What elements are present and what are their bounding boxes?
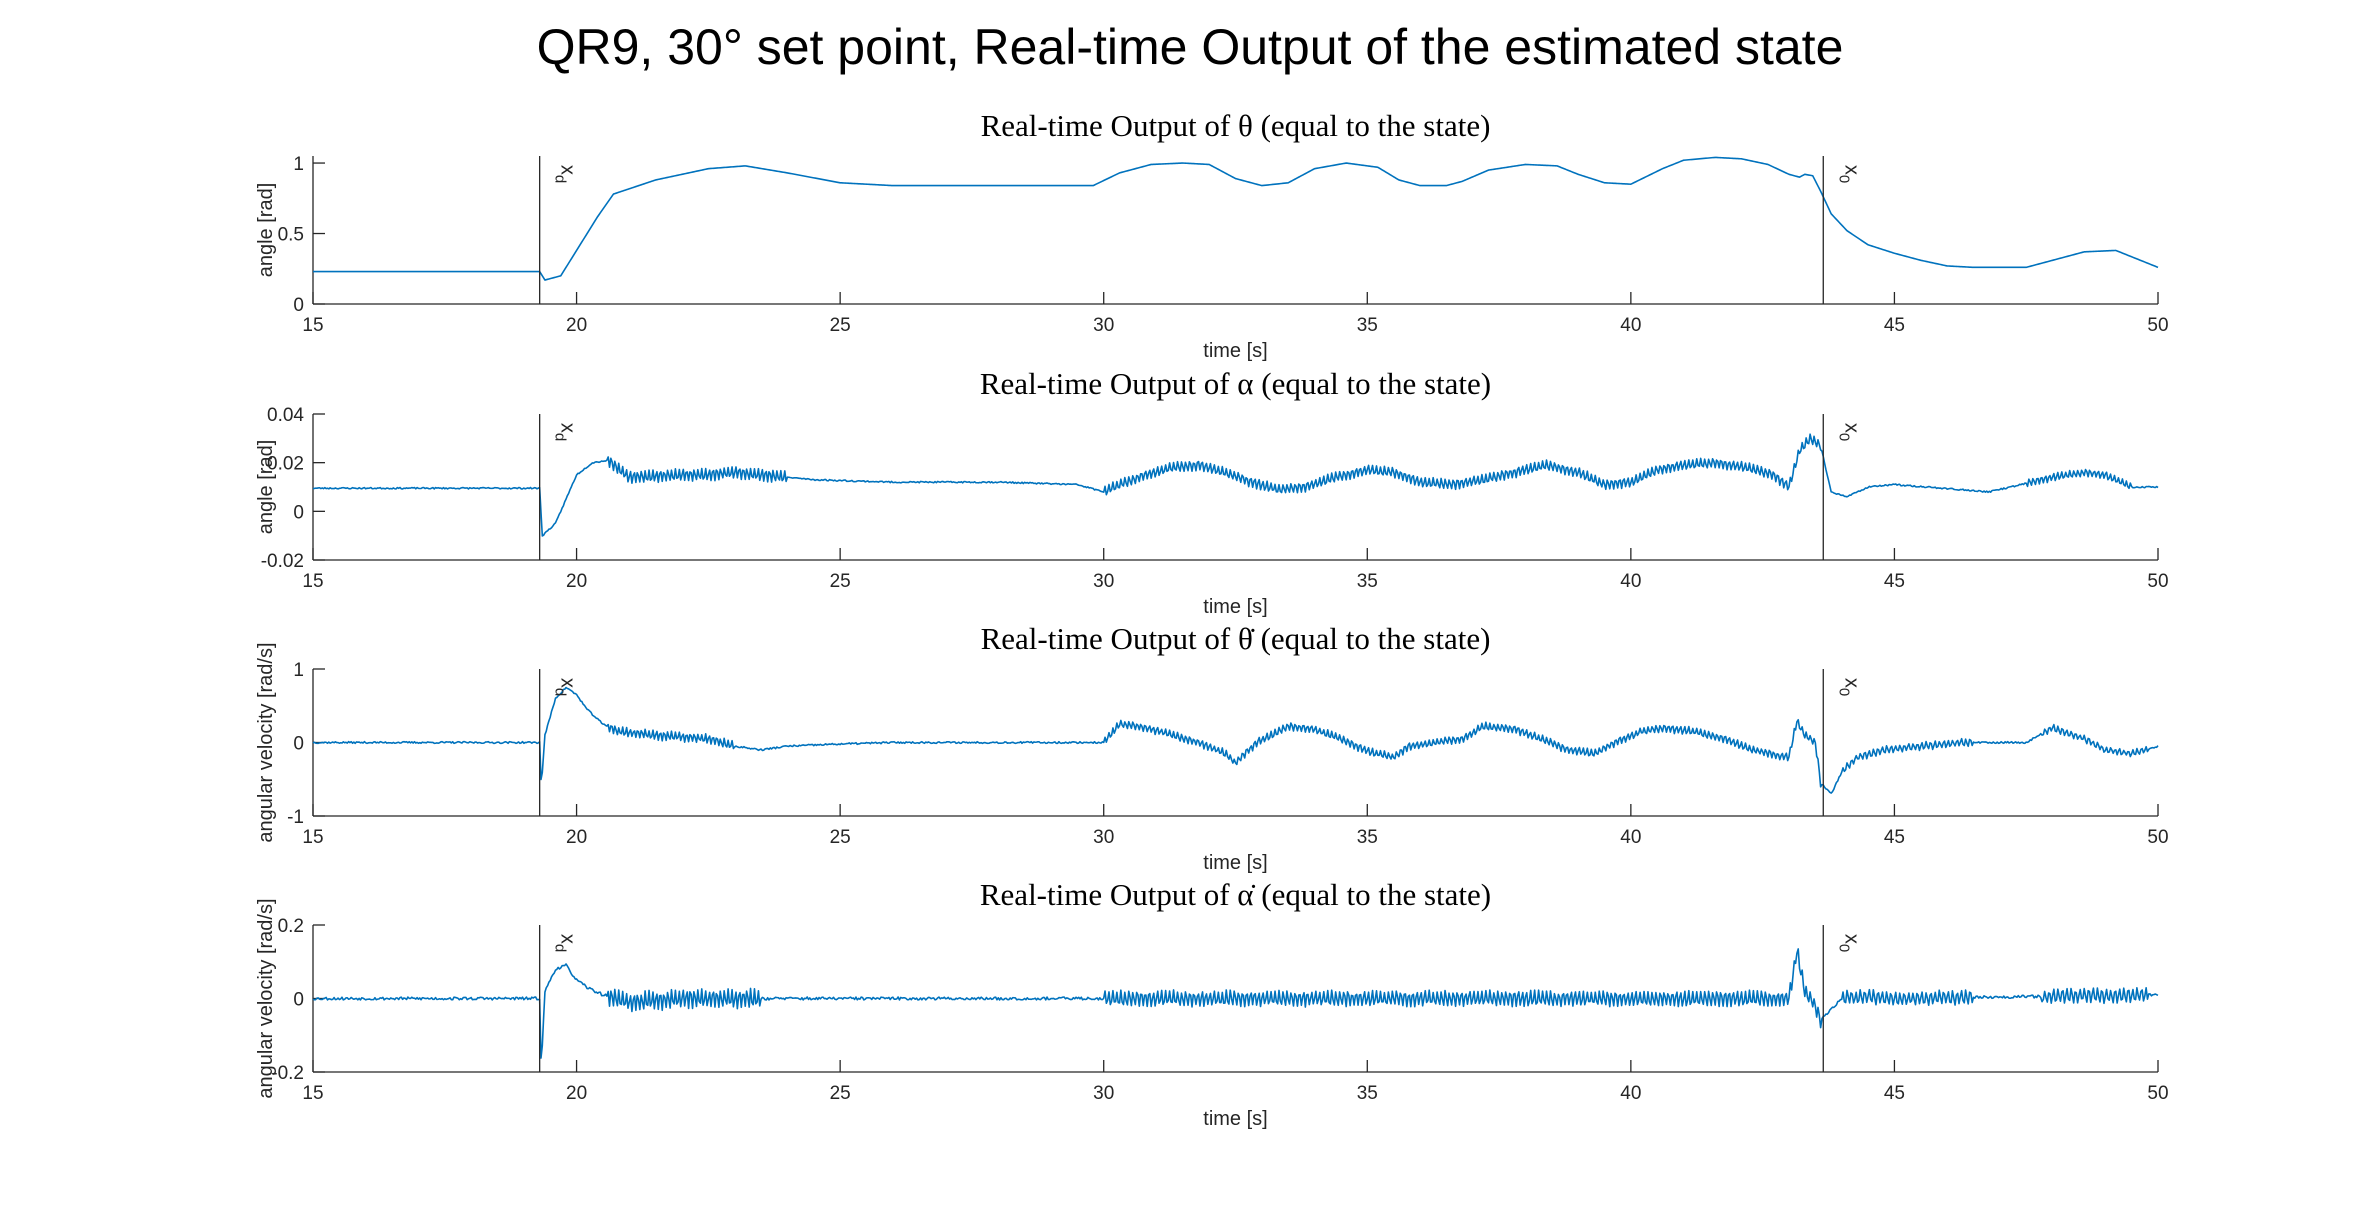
y-tick-label: 0.2 <box>278 916 304 937</box>
x-tick-label: 30 <box>1093 1083 1114 1104</box>
x-tick-label: 30 <box>1093 571 1114 592</box>
series-line <box>312 433 2159 537</box>
x-tick-label: 50 <box>2147 1083 2168 1104</box>
x-tick-label: 15 <box>302 827 323 848</box>
x-tick-label: 35 <box>1357 315 1378 336</box>
y-tick-label: -1 <box>287 807 304 828</box>
x-tick-label: 30 <box>1093 315 1114 336</box>
x-tick-label: 35 <box>1357 571 1378 592</box>
subplot-title: Real-time Output of θ̇ (equal to the sta… <box>981 621 1491 656</box>
x-tick-label: 30 <box>1093 827 1114 848</box>
x-tick-label: 45 <box>1884 1083 1905 1104</box>
x-tick-label: 40 <box>1620 571 1641 592</box>
y-tick-label: 1 <box>293 154 304 175</box>
y-tick-label: 0 <box>293 295 304 316</box>
x-tick-label: 20 <box>566 1083 587 1104</box>
x-tick-label: 45 <box>1884 827 1905 848</box>
x-tick-label: 35 <box>1357 827 1378 848</box>
x-tick-label: 50 <box>2147 571 2168 592</box>
y-tick-label: 0.5 <box>278 225 304 246</box>
series-line <box>312 948 2159 1059</box>
subplot-3: Real-time Output of θ̇ (equal to the sta… <box>255 621 2169 874</box>
x-axis-label: time [s] <box>1203 596 1267 618</box>
x-axis-label: time [s] <box>1203 340 1267 362</box>
x-tick-label: 40 <box>1620 1083 1641 1104</box>
x-tick-label: 25 <box>830 571 851 592</box>
series-line <box>312 686 2159 794</box>
y-axis-label: angle [rad] <box>255 183 277 278</box>
x-tick-label: 45 <box>1884 571 1905 592</box>
x-tick-label: 25 <box>830 827 851 848</box>
x-tick-label: 25 <box>830 1083 851 1104</box>
x-axis-label: time [s] <box>1203 852 1267 874</box>
series-line <box>313 156 2159 281</box>
subplot-title: Real-time Output of α (equal to the stat… <box>980 366 1491 401</box>
x-tick-label: 40 <box>1620 827 1641 848</box>
x-tick-label: 20 <box>566 827 587 848</box>
y-tick-label: 0.02 <box>267 454 304 475</box>
x-tick-label: 50 <box>2147 315 2168 336</box>
y-axis-label: angular velocity [rad/s] <box>255 898 277 1098</box>
x-tick-label: 20 <box>566 315 587 336</box>
figure-title: QR9, 30° set point, Real-time Output of … <box>537 19 1844 75</box>
x-tick-label: 20 <box>566 571 587 592</box>
x-tick-label: 45 <box>1884 315 1905 336</box>
y-axis-label: angular velocity [rad/s] <box>255 642 277 842</box>
y-tick-label: -0.02 <box>261 551 304 572</box>
x-tick-label: 40 <box>1620 315 1641 336</box>
subplots: Real-time Output of θ (equal to the stat… <box>255 108 2169 1130</box>
subplot-title: Real-time Output of α̇ (equal to the sta… <box>980 877 1491 912</box>
y-tick-label: 0 <box>293 734 304 755</box>
y-tick-label: 0.04 <box>267 405 304 426</box>
subplot-4: Real-time Output of α̇ (equal to the sta… <box>255 877 2169 1130</box>
x-axis-label: time [s] <box>1203 1108 1267 1130</box>
y-axis-label: angle [rad] <box>255 440 277 535</box>
subplot-1: Real-time Output of θ (equal to the stat… <box>255 108 2169 362</box>
x-tick-label: 15 <box>302 1083 323 1104</box>
subplot-2: Real-time Output of α (equal to the stat… <box>255 366 2169 618</box>
x-tick-label: 50 <box>2147 827 2168 848</box>
y-tick-label: -0.2 <box>271 1063 304 1084</box>
x-tick-label: 15 <box>302 315 323 336</box>
y-tick-label: 1 <box>293 660 304 681</box>
x-tick-label: 25 <box>830 315 851 336</box>
y-tick-label: 0 <box>293 990 304 1011</box>
subplot-title: Real-time Output of θ (equal to the stat… <box>981 108 1491 143</box>
x-tick-label: 15 <box>302 571 323 592</box>
x-tick-label: 35 <box>1357 1083 1378 1104</box>
y-tick-label: 0 <box>293 502 304 523</box>
